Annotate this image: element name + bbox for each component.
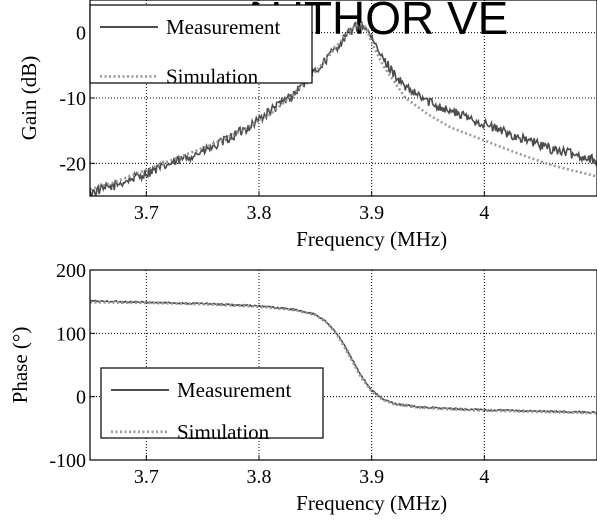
phase-plot: 3.7 3.8 3.9 4 200 100 0 -100 Frequency (MHz) Phas… xyxy=(8,260,597,515)
y-tick-label: 0 xyxy=(76,23,86,45)
x-tick-label: 3.7 xyxy=(134,466,159,488)
x-tick-label: 3.8 xyxy=(247,466,272,488)
y-tick-label: 200 xyxy=(56,260,86,282)
x-tick-label: 3.9 xyxy=(359,202,384,224)
series-line-measurement xyxy=(90,21,597,196)
legend: Measurement Simulation xyxy=(89,4,313,88)
legend-label-measurement: Measurement xyxy=(177,378,291,402)
legend: Measurement Simulation xyxy=(100,367,324,444)
gain-plot: 3.7 3.8 3.9 4 0 -10 -20 Frequency (MHz) Gain (dB… xyxy=(17,0,597,251)
y-tick-label: -10 xyxy=(59,88,86,110)
legend-label-measurement: Measurement xyxy=(166,15,280,39)
y-tick-label: -20 xyxy=(59,153,86,175)
x-axis-label: Frequency (MHz) xyxy=(296,491,447,515)
x-tick-label: 3.7 xyxy=(134,202,159,224)
axes-frame xyxy=(89,269,597,461)
y-tick-label: 0 xyxy=(76,387,86,409)
y-tick-label: 100 xyxy=(56,323,86,345)
series-line-simulation xyxy=(90,22,597,191)
y-axis-label: Phase (°) xyxy=(8,327,32,404)
legend-box xyxy=(100,367,324,439)
legend-box xyxy=(89,4,313,84)
legend-label-simulation: Simulation xyxy=(177,420,270,444)
x-axis-label: Frequency (MHz) xyxy=(296,227,447,251)
y-tick-label: -100 xyxy=(49,450,86,472)
x-tick-label: 4 xyxy=(479,466,489,488)
y-axis-label: Gain (dB) xyxy=(17,56,41,141)
x-tick-label: 4 xyxy=(479,202,489,224)
x-tick-label: 3.8 xyxy=(247,202,272,224)
x-tick-label: 3.9 xyxy=(359,466,384,488)
legend-label-simulation: Simulation xyxy=(166,64,259,88)
